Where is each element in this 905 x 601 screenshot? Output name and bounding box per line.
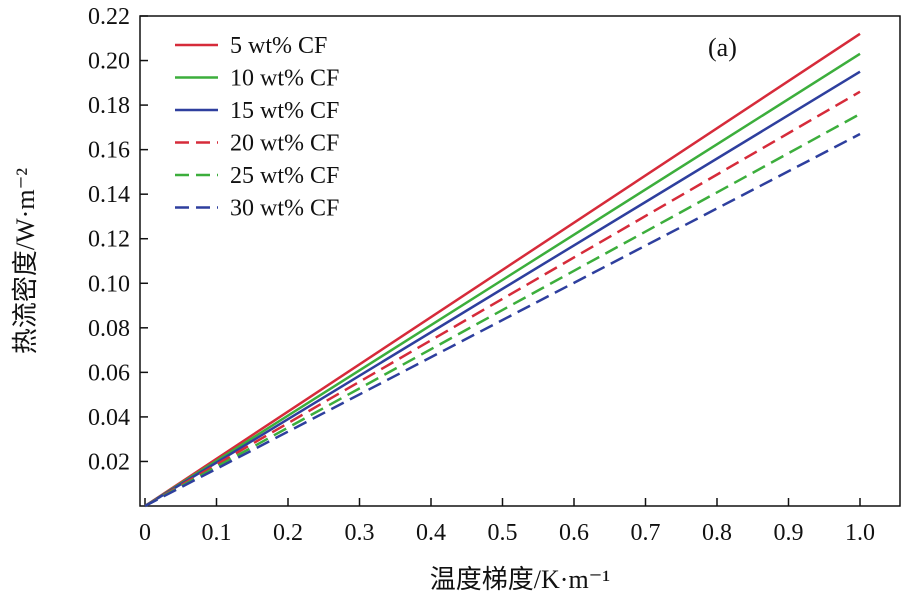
x-tick-label: 1.0 [845,520,875,546]
legend-label: 30 wt% CF [230,196,339,222]
series-line-3 [144,70,861,508]
series-line-4 [144,90,861,508]
plot-area [139,15,901,507]
y-tick-label: 0.22 [88,4,130,30]
x-tick-label: 0.4 [416,520,446,546]
x-axis-ticks: 0 0.1 0.2 0.3 0.4 0.5 0.6 0.7 0.8 0.9 1.0 [139,498,875,546]
x-tick-label: 0.9 [774,520,804,546]
legend-label: 10 wt% CF [230,66,339,92]
x-tick-label: 0.3 [345,520,375,546]
legend-label: 15 wt% CF [230,98,339,124]
y-axis-ticks: 0.02 0.04 0.06 0.08 0.10 0.12 0.14 0.16 0.18 0.20… [88,4,148,475]
y-tick-label: 0.14 [88,182,130,208]
y-tick-label: 0.20 [88,49,130,75]
series-line-1 [144,32,861,508]
y-tick-label: 0.02 [88,449,130,475]
x-tick-label: 0.1 [202,520,232,546]
x-tick-label: 0.8 [702,520,732,546]
x-axis-title: 温度梯度/K·m⁻¹ [430,565,610,594]
x-tick-label: 0 [139,520,151,546]
x-tick-label: 0.2 [273,520,303,546]
legend-label: 5 wt% CF [230,33,327,59]
legend-label: 25 wt% CF [230,163,339,189]
series-lines [144,32,861,508]
series-line-5 [144,112,861,508]
panel-label: (a) [708,33,737,62]
y-tick-label: 0.16 [88,138,130,164]
x-tick-label: 0.7 [631,520,661,546]
y-tick-label: 0.08 [88,316,130,342]
x-tick-label: 0.6 [559,520,589,546]
series-line-2 [144,52,861,508]
y-tick-label: 0.12 [88,227,130,253]
x-tick-label: 0.5 [488,520,518,546]
y-tick-label: 0.04 [88,405,130,431]
y-tick-label: 0.18 [88,93,130,119]
legend: 5 wt% CF 10 wt% CF 15 wt% CF 20 wt% CF 25 wt… [175,33,339,222]
y-axis-title: 热流密度/W·m⁻² [11,168,40,354]
legend-label: 20 wt% CF [230,131,339,157]
y-tick-label: 0.06 [88,360,130,386]
y-tick-label: 0.10 [88,271,130,297]
series-line-6 [144,132,861,508]
